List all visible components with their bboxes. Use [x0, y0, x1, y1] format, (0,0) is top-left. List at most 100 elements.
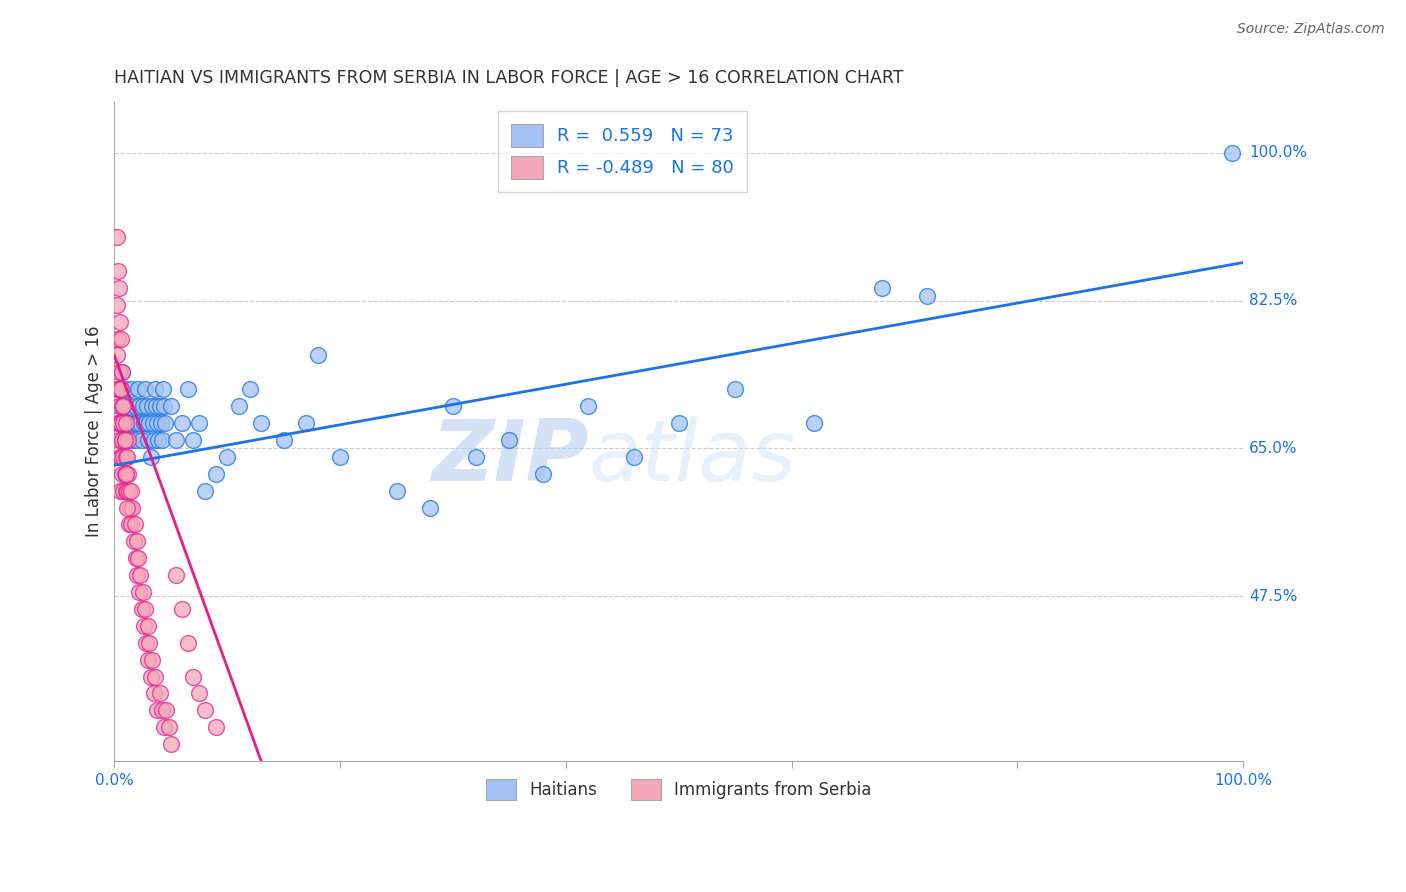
Point — [125, 416, 148, 430]
Point — [108, 281, 131, 295]
Point — [138, 416, 160, 430]
Point — [295, 416, 318, 430]
Point — [250, 416, 273, 430]
Point — [107, 332, 129, 346]
Point — [121, 433, 143, 447]
Point — [205, 467, 228, 481]
Point — [152, 382, 174, 396]
Point — [148, 686, 170, 700]
Point — [132, 416, 155, 430]
Point — [110, 382, 132, 396]
Text: 100.0%: 100.0% — [1249, 145, 1306, 161]
Point — [136, 433, 159, 447]
Point — [108, 315, 131, 329]
Point — [108, 365, 131, 379]
Point — [307, 349, 329, 363]
Point — [134, 602, 156, 616]
Point — [136, 653, 159, 667]
Point — [150, 433, 173, 447]
Point — [183, 669, 205, 683]
Point — [125, 551, 148, 566]
Point — [803, 416, 825, 430]
Point — [114, 382, 136, 396]
Point — [112, 450, 135, 464]
Point — [166, 433, 188, 447]
Point — [166, 568, 188, 582]
Point — [464, 450, 486, 464]
Point — [131, 602, 153, 616]
Text: Source: ZipAtlas.com: Source: ZipAtlas.com — [1237, 22, 1385, 37]
Point — [112, 483, 135, 498]
Point — [117, 433, 139, 447]
Point — [108, 450, 131, 464]
Point — [273, 433, 295, 447]
Point — [131, 585, 153, 599]
Point — [118, 399, 141, 413]
Text: HAITIAN VS IMMIGRANTS FROM SERBIA IN LABOR FORCE | AGE > 16 CORRELATION CHART: HAITIAN VS IMMIGRANTS FROM SERBIA IN LAB… — [114, 69, 904, 87]
Point — [153, 399, 176, 413]
Point — [724, 382, 747, 396]
Point — [194, 483, 217, 498]
Point — [419, 500, 441, 515]
Point — [141, 653, 163, 667]
Point — [578, 399, 600, 413]
Point — [110, 433, 132, 447]
Point — [188, 686, 211, 700]
Point — [228, 399, 250, 413]
Text: atlas: atlas — [589, 417, 796, 500]
Point — [124, 517, 146, 532]
Point — [870, 281, 893, 295]
Point — [112, 399, 135, 413]
Point — [120, 483, 142, 498]
Point — [105, 298, 128, 312]
Point — [385, 483, 408, 498]
Point — [177, 382, 200, 396]
Point — [114, 483, 136, 498]
Point — [1220, 145, 1243, 160]
Point — [120, 517, 142, 532]
Point — [124, 399, 146, 413]
Point — [117, 433, 139, 447]
Point — [115, 500, 138, 515]
Point — [139, 450, 162, 464]
Point — [188, 416, 211, 430]
Legend: Haitians, Immigrants from Serbia: Haitians, Immigrants from Serbia — [475, 767, 883, 812]
Point — [114, 467, 136, 481]
Point — [150, 703, 173, 717]
Point — [498, 433, 520, 447]
Point — [172, 602, 194, 616]
Point — [122, 534, 145, 549]
Point — [668, 416, 690, 430]
Point — [108, 382, 131, 396]
Point — [122, 416, 145, 430]
Point — [135, 416, 157, 430]
Point — [105, 349, 128, 363]
Text: 65.0%: 65.0% — [1249, 441, 1298, 456]
Point — [115, 416, 138, 430]
Point — [111, 433, 134, 447]
Point — [915, 289, 938, 303]
Point — [118, 517, 141, 532]
Point — [125, 534, 148, 549]
Point — [108, 433, 131, 447]
Point — [128, 585, 150, 599]
Point — [136, 619, 159, 633]
Point — [127, 382, 149, 396]
Point — [110, 332, 132, 346]
Point — [155, 703, 177, 717]
Point — [120, 382, 142, 396]
Point — [129, 416, 152, 430]
Point — [136, 399, 159, 413]
Point — [142, 416, 165, 430]
Point — [194, 703, 217, 717]
Point — [217, 450, 239, 464]
Text: 82.5%: 82.5% — [1249, 293, 1298, 308]
Point — [112, 416, 135, 430]
Point — [145, 399, 167, 413]
Point — [135, 636, 157, 650]
Point — [183, 433, 205, 447]
Point — [125, 433, 148, 447]
Point — [111, 399, 134, 413]
Point — [531, 467, 554, 481]
Point — [149, 416, 172, 430]
